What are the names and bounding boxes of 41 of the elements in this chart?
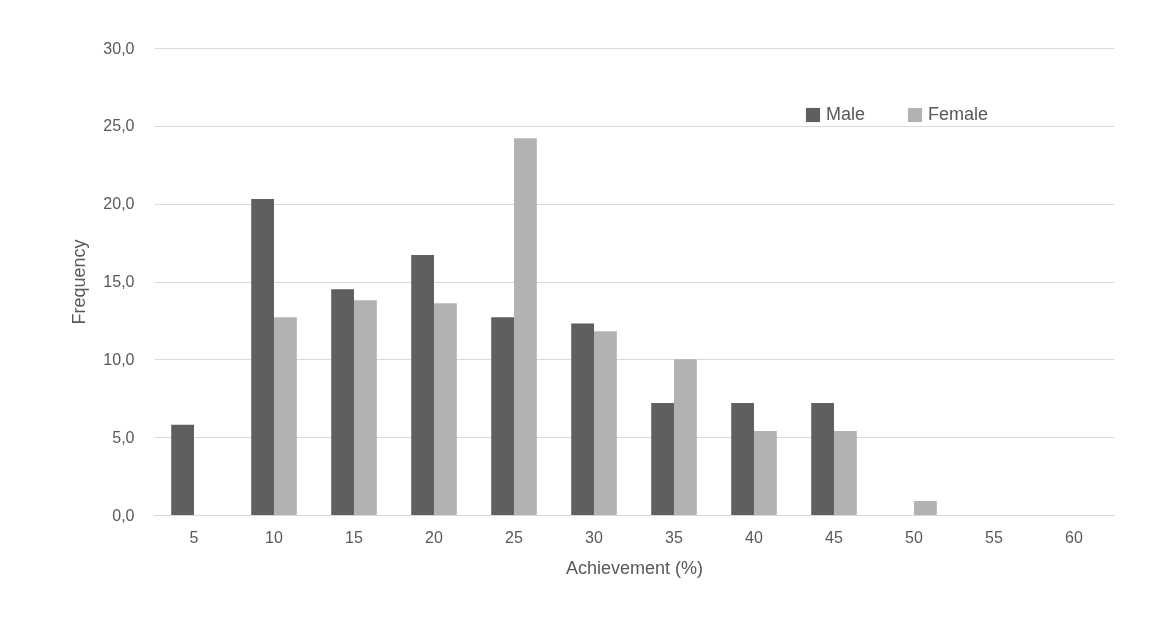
x-tick-label: 10	[265, 528, 283, 546]
bar	[171, 424, 194, 515]
y-tick-label: 25,0	[103, 117, 135, 135]
bar	[274, 317, 297, 515]
bar	[251, 199, 274, 515]
x-tick-label: 35	[665, 528, 683, 546]
y-axis-title: Frequency	[69, 239, 90, 325]
y-tick-label: 20,0	[103, 195, 135, 213]
x-tick-label: 15	[345, 528, 363, 546]
x-tick-label: 60	[1065, 528, 1083, 546]
y-tick-label: 30,0	[103, 39, 135, 57]
x-tick-label: 45	[825, 528, 843, 546]
x-tick-label: 50	[905, 528, 923, 546]
y-tick-label: 15,0	[103, 273, 135, 290]
bar	[354, 300, 377, 515]
x-tick-label: 20	[425, 528, 443, 546]
x-tick-label: 25	[505, 528, 523, 546]
x-tick-label: 40	[745, 528, 763, 546]
bar	[754, 430, 777, 515]
x-tick-label: 55	[985, 528, 1003, 546]
bar	[651, 402, 674, 515]
bar	[331, 289, 354, 515]
bar	[731, 402, 754, 515]
bar	[571, 323, 594, 515]
x-tick-label: 30	[585, 528, 603, 546]
bar	[594, 331, 617, 515]
bar	[914, 500, 937, 515]
bar	[674, 359, 697, 515]
y-tick-label: 10,0	[103, 350, 135, 368]
x-tick-label: 5	[189, 528, 199, 546]
bar	[411, 255, 434, 515]
legend-label: Male	[826, 104, 866, 124]
y-tick-label: 0,0	[112, 506, 135, 524]
legend-label: Female	[928, 104, 989, 124]
bar	[514, 138, 537, 515]
x-axis-title: Achievement (%)	[565, 557, 704, 578]
y-tick-label: 5,0	[112, 428, 135, 446]
bar	[491, 317, 514, 515]
bar	[811, 402, 834, 515]
bar	[434, 303, 457, 515]
bar	[834, 430, 857, 515]
